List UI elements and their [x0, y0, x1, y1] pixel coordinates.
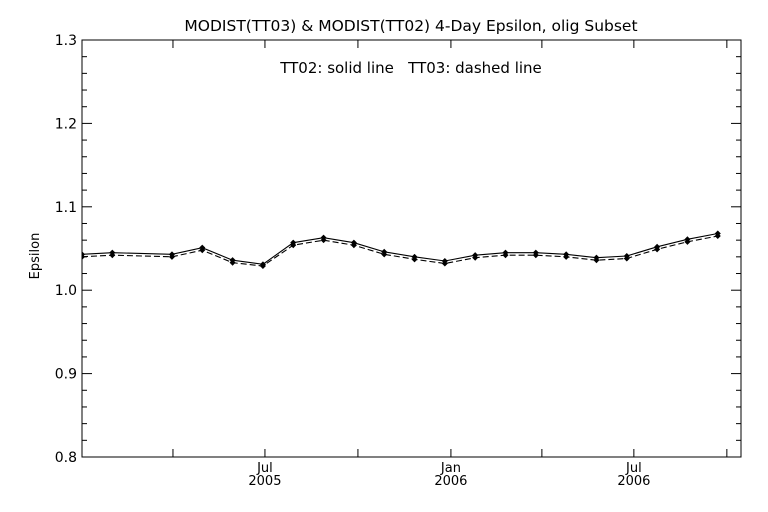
data-point-tt03 [441, 260, 448, 267]
data-point-tt03 [623, 255, 630, 262]
plot-frame [81, 39, 742, 458]
series-line-tt02 [82, 232, 718, 265]
data-point-tt03 [109, 252, 116, 259]
data-point-tt03 [350, 242, 357, 249]
y-tick-label: 0.9 [55, 367, 77, 383]
data-point-tt03 [563, 253, 570, 260]
x-tick-year-label: 2006 [617, 474, 650, 489]
y-tick-label: 1.3 [55, 33, 77, 49]
x-tick-year-label: 2006 [434, 474, 467, 489]
data-point-tt03 [229, 259, 236, 266]
data-point-tt03 [714, 232, 721, 240]
data-point-tt03 [654, 246, 661, 253]
line-style-annotation: TT02: solid line TT03: dashed line [279, 59, 542, 77]
data-point-tt03 [290, 242, 297, 249]
data-point-tt03 [472, 254, 479, 261]
data-point-tt03 [82, 253, 86, 260]
data-point-tt03 [502, 252, 509, 259]
x-tick-label: Jul [256, 461, 273, 476]
series-layer [82, 230, 721, 270]
x-tick-year-label: 2005 [248, 474, 281, 489]
y-tick-label: 1.2 [55, 116, 77, 132]
y-axis-label: Epsilon [28, 233, 43, 280]
x-tick-label: Jul [625, 461, 642, 476]
y-tick-label: 1.0 [55, 283, 77, 299]
data-point-tt03 [320, 237, 327, 244]
data-point-tt03 [684, 238, 691, 245]
chart-title: MODIST(TT03) & MODIST(TT02) 4-Day Epsilo… [184, 17, 637, 35]
data-point-tt03 [411, 256, 418, 263]
series-line-tt03 [82, 235, 718, 267]
x-tick-label: Jan [440, 461, 461, 476]
y-tick-label: 1.1 [55, 200, 77, 216]
data-point-tt03 [168, 253, 175, 260]
data-point-tt03 [259, 262, 266, 270]
data-point-tt03 [593, 257, 600, 264]
data-point-tt03 [381, 251, 388, 258]
data-point-tt03 [199, 247, 206, 254]
data-point-tt03 [532, 252, 539, 259]
y-tick-label: 0.8 [55, 450, 77, 466]
series-clip-group [82, 230, 721, 270]
